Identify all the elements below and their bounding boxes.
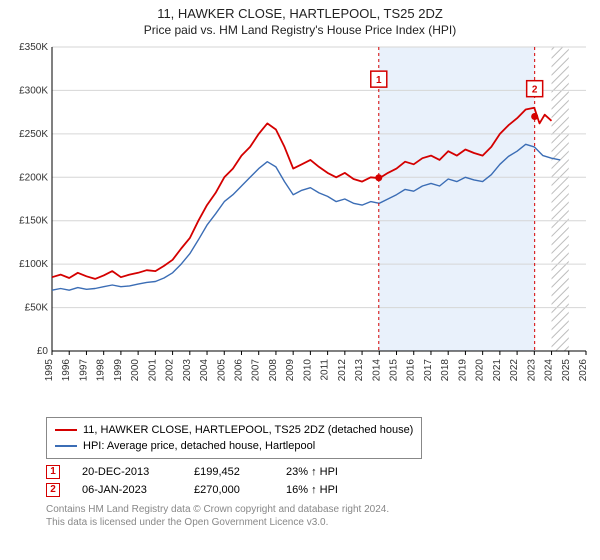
marker-table: 1 20-DEC-2013 £199,452 23% ↑ HPI 2 06-JA… <box>46 463 592 499</box>
svg-text:2022: 2022 <box>509 359 520 382</box>
svg-text:2025: 2025 <box>561 359 572 382</box>
legend-label: HPI: Average price, detached house, Hart… <box>83 438 315 454</box>
svg-text:2026: 2026 <box>578 359 589 382</box>
marker-price: £270,000 <box>194 481 264 499</box>
svg-text:£300K: £300K <box>19 85 48 96</box>
svg-text:2016: 2016 <box>406 359 417 382</box>
svg-text:2004: 2004 <box>199 359 210 382</box>
svg-text:£250K: £250K <box>19 129 48 140</box>
svg-text:2019: 2019 <box>457 359 468 382</box>
chart-container: 11, HAWKER CLOSE, HARTLEPOOL, TS25 2DZ P… <box>0 0 600 560</box>
svg-text:£100K: £100K <box>19 259 48 270</box>
svg-text:£150K: £150K <box>19 216 48 227</box>
marker-badge: 2 <box>46 483 60 497</box>
svg-text:2021: 2021 <box>492 359 503 382</box>
svg-text:2009: 2009 <box>285 359 296 382</box>
marker-delta: 16% ↑ HPI <box>286 481 338 499</box>
page-subtitle: Price paid vs. HM Land Registry's House … <box>8 23 592 37</box>
svg-text:2012: 2012 <box>337 359 348 382</box>
svg-text:2010: 2010 <box>302 359 313 382</box>
svg-text:£350K: £350K <box>19 42 48 53</box>
svg-text:£200K: £200K <box>19 172 48 183</box>
marker-price: £199,452 <box>194 463 264 481</box>
marker-date: 06-JAN-2023 <box>82 481 172 499</box>
page-title: 11, HAWKER CLOSE, HARTLEPOOL, TS25 2DZ <box>8 6 592 21</box>
svg-text:2013: 2013 <box>354 359 365 382</box>
marker-date: 20-DEC-2013 <box>82 463 172 481</box>
legend: 11, HAWKER CLOSE, HARTLEPOOL, TS25 2DZ (… <box>46 417 422 459</box>
svg-text:2005: 2005 <box>216 359 227 382</box>
svg-text:2014: 2014 <box>371 359 382 382</box>
svg-text:2000: 2000 <box>130 359 141 382</box>
marker-delta: 23% ↑ HPI <box>286 463 338 481</box>
svg-text:2002: 2002 <box>165 359 176 382</box>
legend-label: 11, HAWKER CLOSE, HARTLEPOOL, TS25 2DZ (… <box>83 422 413 438</box>
svg-text:£50K: £50K <box>25 303 49 314</box>
svg-text:1995: 1995 <box>44 359 55 382</box>
svg-text:1996: 1996 <box>61 359 72 382</box>
legend-item-subject: 11, HAWKER CLOSE, HARTLEPOOL, TS25 2DZ (… <box>55 422 413 438</box>
marker-badge: 1 <box>46 465 60 479</box>
svg-text:1999: 1999 <box>113 359 124 382</box>
svg-text:2003: 2003 <box>182 359 193 382</box>
svg-text:£0: £0 <box>37 346 49 357</box>
svg-text:2008: 2008 <box>268 359 279 382</box>
svg-text:2007: 2007 <box>251 359 262 382</box>
marker-row: 1 20-DEC-2013 £199,452 23% ↑ HPI <box>46 463 592 481</box>
svg-text:2: 2 <box>532 85 538 96</box>
marker-row: 2 06-JAN-2023 £270,000 16% ↑ HPI <box>46 481 592 499</box>
svg-text:2020: 2020 <box>475 359 486 382</box>
svg-text:1997: 1997 <box>78 359 89 382</box>
svg-text:2006: 2006 <box>233 359 244 382</box>
svg-text:2011: 2011 <box>320 359 331 381</box>
svg-text:2023: 2023 <box>526 359 537 382</box>
svg-text:1998: 1998 <box>96 359 107 382</box>
svg-text:1: 1 <box>376 75 382 86</box>
price-chart: £0 £50K £100K £150K £200K £250K £300K £350K 1995… <box>8 41 592 411</box>
svg-text:2017: 2017 <box>423 359 434 382</box>
svg-text:2015: 2015 <box>389 359 400 382</box>
legend-item-hpi: HPI: Average price, detached house, Hart… <box>55 438 413 454</box>
footer-attribution: Contains HM Land Registry data © Crown c… <box>46 503 592 529</box>
svg-text:2018: 2018 <box>440 359 451 382</box>
svg-text:2001: 2001 <box>147 359 158 382</box>
svg-text:2024: 2024 <box>544 359 555 382</box>
